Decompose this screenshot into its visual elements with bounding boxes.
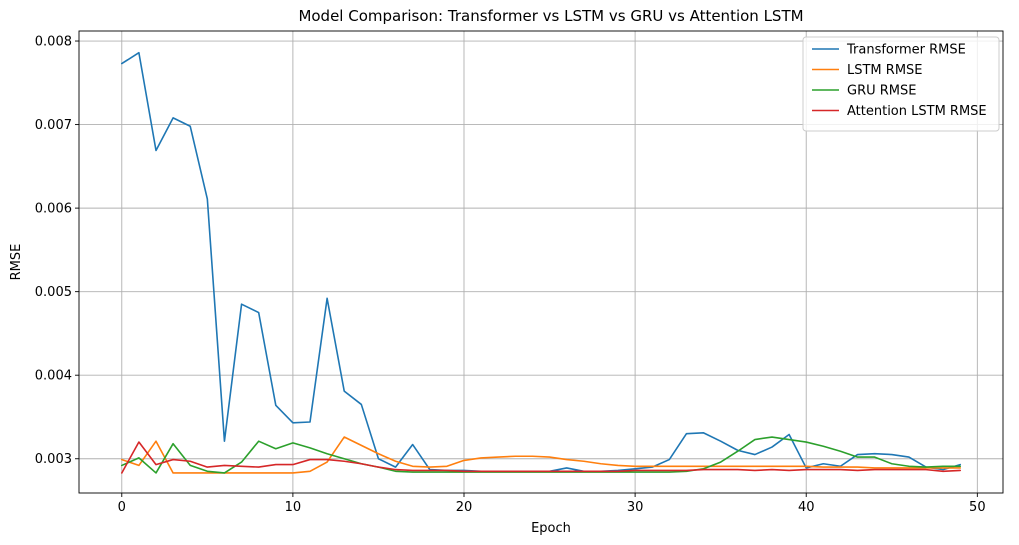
plot-frame bbox=[78, 30, 1004, 494]
legend-label: Transformer RMSE bbox=[846, 43, 966, 58]
x-axis-title: Epoch bbox=[531, 521, 571, 536]
y-tick-label: 0.006 bbox=[35, 202, 72, 217]
y-axis: 0.003 0.004 0.005 0.006 0.007 0.008 bbox=[35, 35, 79, 467]
chart-title: Model Comparison: Transformer vs LSTM vs… bbox=[298, 7, 803, 25]
legend-label: Attention LSTM RMSE bbox=[847, 104, 987, 119]
legend: Transformer RMSE LSTM RMSE GRU RMSE Attenti… bbox=[802, 36, 1000, 132]
series-layer bbox=[120, 51, 962, 474]
y-tick-label: 0.003 bbox=[35, 452, 72, 467]
y-axis-title: RMSE bbox=[9, 244, 24, 281]
legend-box bbox=[802, 36, 1000, 132]
x-tick-label: 40 bbox=[798, 500, 815, 515]
y-tick-label: 0.004 bbox=[35, 369, 72, 384]
legend-label: LSTM RMSE bbox=[847, 63, 923, 78]
y-tick-label: 0.007 bbox=[35, 118, 72, 133]
series-line-gru-rmse bbox=[120, 436, 962, 474]
x-tick-label: 50 bbox=[969, 500, 986, 515]
y-tick-label: 0.005 bbox=[35, 285, 72, 300]
y-tick-label: 0.008 bbox=[35, 35, 72, 50]
x-axis: 0 10 20 30 40 50 bbox=[118, 493, 986, 515]
x-tick-label: 20 bbox=[456, 500, 473, 515]
x-tick-label: 30 bbox=[627, 500, 644, 515]
x-tick-label: 10 bbox=[285, 500, 302, 515]
legend-label: GRU RMSE bbox=[847, 84, 916, 99]
x-tick-label: 0 bbox=[118, 500, 126, 515]
series-line-lstm-rmse bbox=[120, 436, 962, 474]
series-line-attention-lstm-rmse bbox=[120, 441, 962, 474]
